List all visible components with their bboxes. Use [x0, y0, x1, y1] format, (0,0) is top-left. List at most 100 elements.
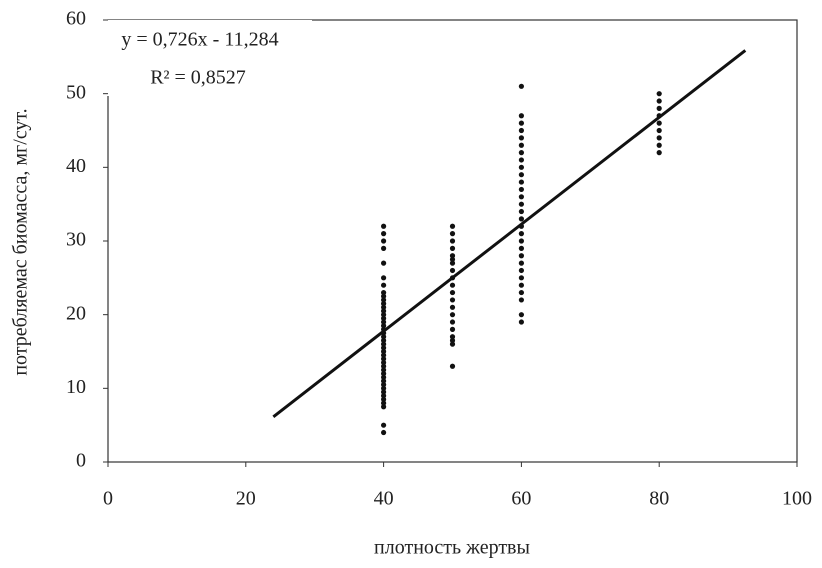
data-point [518, 289, 525, 296]
data-point [381, 367, 387, 373]
x-tick-label: 60 [511, 488, 531, 510]
data-point [381, 312, 387, 318]
data-point [381, 341, 387, 347]
data-point [381, 378, 387, 384]
x-tick-label: 100 [782, 488, 812, 510]
data-point [381, 260, 387, 266]
data-point [518, 297, 525, 303]
data-point [381, 374, 387, 380]
data-point [381, 223, 387, 229]
y-axis-label: потребляемас биомасса, мг/сут. [10, 108, 32, 375]
data-point [381, 337, 387, 344]
data-point [518, 194, 525, 200]
data-point [381, 308, 387, 314]
data-point [518, 127, 525, 134]
data-point [449, 304, 456, 310]
data-point [518, 238, 525, 244]
data-point [381, 389, 387, 395]
data-point [381, 393, 387, 399]
data-point [449, 334, 456, 340]
data-point [518, 319, 525, 325]
data-point [449, 260, 456, 266]
data-point [518, 312, 525, 318]
data-point [381, 315, 387, 321]
data-point [381, 275, 387, 281]
x-tick-label: 40 [374, 488, 394, 510]
data-point [656, 105, 662, 111]
data-point [381, 396, 387, 402]
data-point [381, 293, 387, 299]
data-point [449, 256, 456, 263]
data-point [381, 371, 387, 377]
data-point [518, 157, 525, 163]
y-tick-label: 0 [76, 450, 86, 472]
data-point [381, 323, 387, 329]
data-point [518, 164, 525, 170]
data-point [381, 282, 387, 288]
data-point [656, 120, 662, 126]
y-tick-label: 60 [66, 8, 86, 30]
data-point [656, 127, 662, 134]
data-point [518, 120, 525, 126]
data-point [381, 231, 387, 237]
data-point [518, 150, 525, 156]
data-point [656, 135, 662, 141]
data-point [518, 83, 525, 89]
data-point [381, 356, 387, 362]
y-tick-label: 20 [66, 302, 86, 324]
x-axis-label: плотность жертвы [374, 537, 530, 559]
data-point [518, 216, 525, 222]
data-point [449, 363, 456, 369]
data-point [381, 385, 387, 391]
data-point [381, 422, 387, 428]
data-point [518, 245, 525, 251]
r-squared: R² = 0,8527 [150, 67, 246, 89]
data-point [381, 289, 387, 296]
data-point [381, 363, 387, 369]
data-point [449, 267, 456, 274]
y-tick-label: 30 [66, 229, 86, 251]
data-point [381, 352, 387, 358]
data-point [381, 348, 387, 355]
data-point [449, 253, 456, 259]
data-point [381, 319, 387, 325]
data-point [518, 253, 525, 259]
data-point [381, 429, 387, 436]
data-point [656, 98, 662, 104]
data-point [381, 334, 387, 340]
data-point [449, 337, 456, 344]
data-point [518, 231, 525, 237]
data-point [449, 223, 456, 229]
y-tick-label: 40 [66, 155, 86, 177]
data-point [449, 238, 456, 244]
data-point [381, 359, 387, 366]
data-point [449, 245, 456, 251]
data-point [518, 267, 525, 274]
data-point [656, 91, 662, 97]
data-point [381, 382, 387, 388]
data-point [518, 201, 525, 207]
data-point [381, 301, 387, 307]
data-point [449, 341, 456, 347]
data-point [381, 345, 387, 351]
data-point [381, 304, 387, 310]
y-tick-label: 10 [66, 376, 86, 398]
data-point [518, 135, 525, 141]
data-point [449, 282, 456, 288]
data-point [518, 113, 525, 119]
data-point [449, 326, 456, 332]
trendline [272, 49, 747, 418]
y-tick-label: 50 [66, 81, 86, 103]
data-point [449, 289, 456, 296]
data-point [449, 312, 456, 318]
data-point [518, 282, 525, 288]
data-point [518, 186, 525, 193]
data-point [518, 142, 525, 148]
data-point [449, 319, 456, 325]
data-point [518, 172, 525, 178]
annotation-box [86, 20, 312, 96]
data-point [518, 208, 525, 215]
data-point [518, 275, 525, 281]
